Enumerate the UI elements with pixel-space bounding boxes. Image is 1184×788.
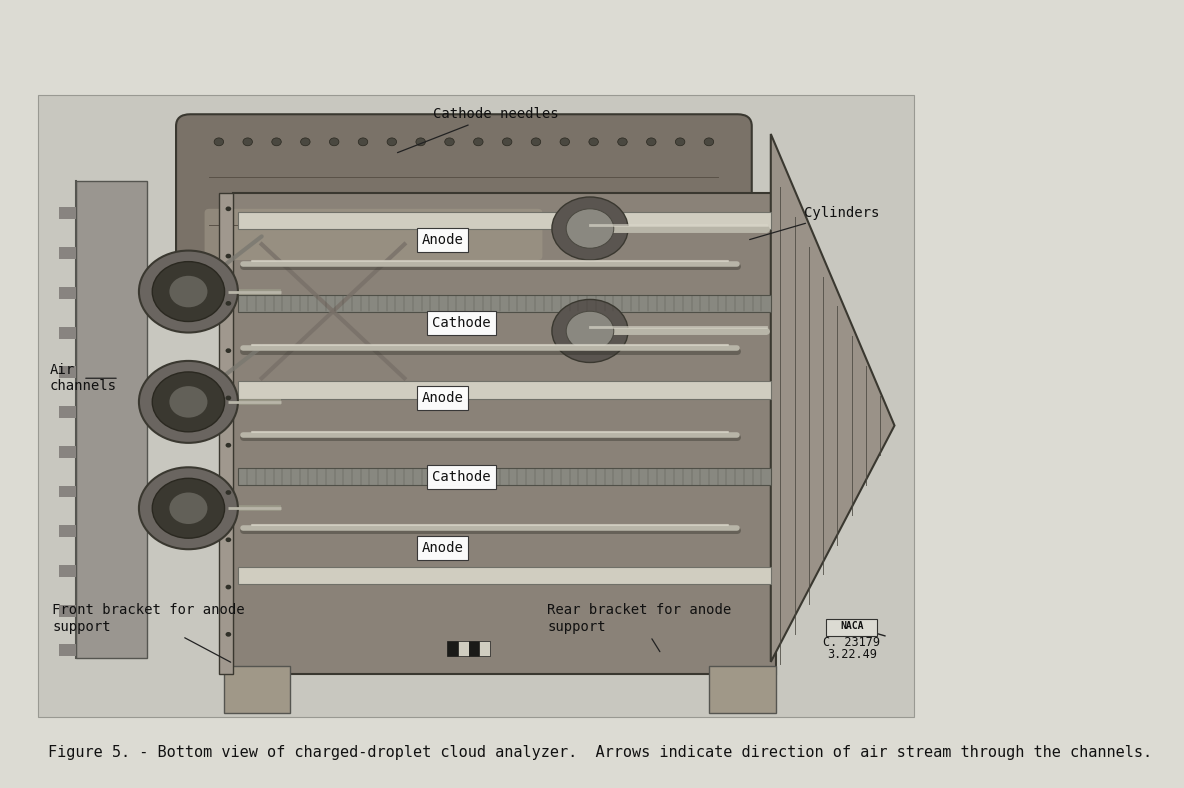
Circle shape bbox=[153, 372, 225, 432]
Text: Cathode: Cathode bbox=[432, 470, 491, 484]
Circle shape bbox=[214, 138, 224, 146]
Bar bbox=[76, 181, 148, 658]
Bar bbox=[59, 565, 76, 577]
Circle shape bbox=[566, 311, 613, 351]
FancyBboxPatch shape bbox=[176, 114, 752, 284]
Bar bbox=[238, 567, 771, 584]
FancyBboxPatch shape bbox=[205, 209, 542, 260]
Circle shape bbox=[416, 138, 425, 146]
Circle shape bbox=[169, 276, 207, 307]
Bar bbox=[59, 645, 76, 656]
Text: Anode: Anode bbox=[422, 541, 463, 555]
Text: Anode: Anode bbox=[422, 391, 463, 405]
FancyBboxPatch shape bbox=[826, 619, 877, 636]
Bar bbox=[480, 641, 490, 656]
Text: Cathode: Cathode bbox=[432, 316, 491, 330]
Bar bbox=[59, 485, 76, 497]
Bar bbox=[238, 295, 771, 312]
Text: NACA: NACA bbox=[839, 622, 863, 631]
Bar bbox=[59, 247, 76, 259]
Circle shape bbox=[272, 138, 282, 146]
Bar bbox=[59, 207, 76, 219]
Bar bbox=[59, 446, 76, 458]
Circle shape bbox=[329, 138, 339, 146]
Bar bbox=[238, 381, 771, 399]
Bar bbox=[59, 406, 76, 418]
Bar bbox=[38, 95, 914, 717]
Circle shape bbox=[225, 537, 231, 542]
Bar bbox=[233, 193, 776, 674]
Text: Figure 5. - Bottom view of charged-droplet cloud analyzer.  Arrows indicate dire: Figure 5. - Bottom view of charged-dropl… bbox=[47, 745, 1152, 760]
Bar bbox=[238, 212, 771, 229]
Circle shape bbox=[225, 348, 231, 353]
Text: Cathode needles: Cathode needles bbox=[398, 107, 559, 153]
Circle shape bbox=[646, 138, 656, 146]
Bar bbox=[59, 366, 76, 378]
Bar bbox=[448, 641, 458, 656]
Circle shape bbox=[169, 386, 207, 418]
Circle shape bbox=[243, 138, 252, 146]
Circle shape bbox=[225, 632, 231, 637]
Circle shape bbox=[169, 492, 207, 524]
Bar bbox=[709, 666, 776, 713]
Circle shape bbox=[225, 443, 231, 448]
Circle shape bbox=[153, 262, 225, 322]
Circle shape bbox=[502, 138, 511, 146]
Circle shape bbox=[301, 138, 310, 146]
Polygon shape bbox=[771, 134, 894, 662]
Bar bbox=[59, 526, 76, 537]
Text: Anode: Anode bbox=[422, 233, 463, 247]
Circle shape bbox=[474, 138, 483, 146]
Circle shape bbox=[225, 585, 231, 589]
Circle shape bbox=[445, 138, 455, 146]
Bar bbox=[469, 641, 480, 656]
Bar bbox=[59, 287, 76, 299]
Circle shape bbox=[618, 138, 628, 146]
Circle shape bbox=[560, 138, 570, 146]
Circle shape bbox=[225, 254, 231, 258]
Text: Cylinders: Cylinders bbox=[749, 206, 880, 240]
Circle shape bbox=[139, 361, 238, 443]
Text: Front bracket for anode
support: Front bracket for anode support bbox=[52, 604, 245, 662]
Text: C. 23179: C. 23179 bbox=[823, 636, 880, 649]
Text: Air
channels: Air channels bbox=[50, 363, 116, 393]
Circle shape bbox=[588, 138, 598, 146]
Circle shape bbox=[225, 490, 231, 495]
Circle shape bbox=[532, 138, 541, 146]
Bar bbox=[59, 604, 76, 617]
Circle shape bbox=[704, 138, 714, 146]
Circle shape bbox=[225, 396, 231, 400]
Text: Rear bracket for anode
support: Rear bracket for anode support bbox=[547, 604, 732, 652]
Circle shape bbox=[139, 467, 238, 549]
Bar bbox=[219, 193, 233, 674]
Circle shape bbox=[225, 206, 231, 211]
Text: 3.22.49: 3.22.49 bbox=[826, 648, 876, 660]
Circle shape bbox=[359, 138, 368, 146]
Circle shape bbox=[153, 478, 225, 538]
Circle shape bbox=[139, 251, 238, 333]
Circle shape bbox=[552, 197, 628, 260]
Bar bbox=[224, 666, 290, 713]
Circle shape bbox=[675, 138, 684, 146]
Circle shape bbox=[387, 138, 397, 146]
Bar bbox=[59, 327, 76, 339]
Circle shape bbox=[552, 299, 628, 362]
Circle shape bbox=[566, 209, 613, 248]
Circle shape bbox=[225, 301, 231, 306]
Bar bbox=[238, 468, 771, 485]
Bar bbox=[458, 641, 469, 656]
